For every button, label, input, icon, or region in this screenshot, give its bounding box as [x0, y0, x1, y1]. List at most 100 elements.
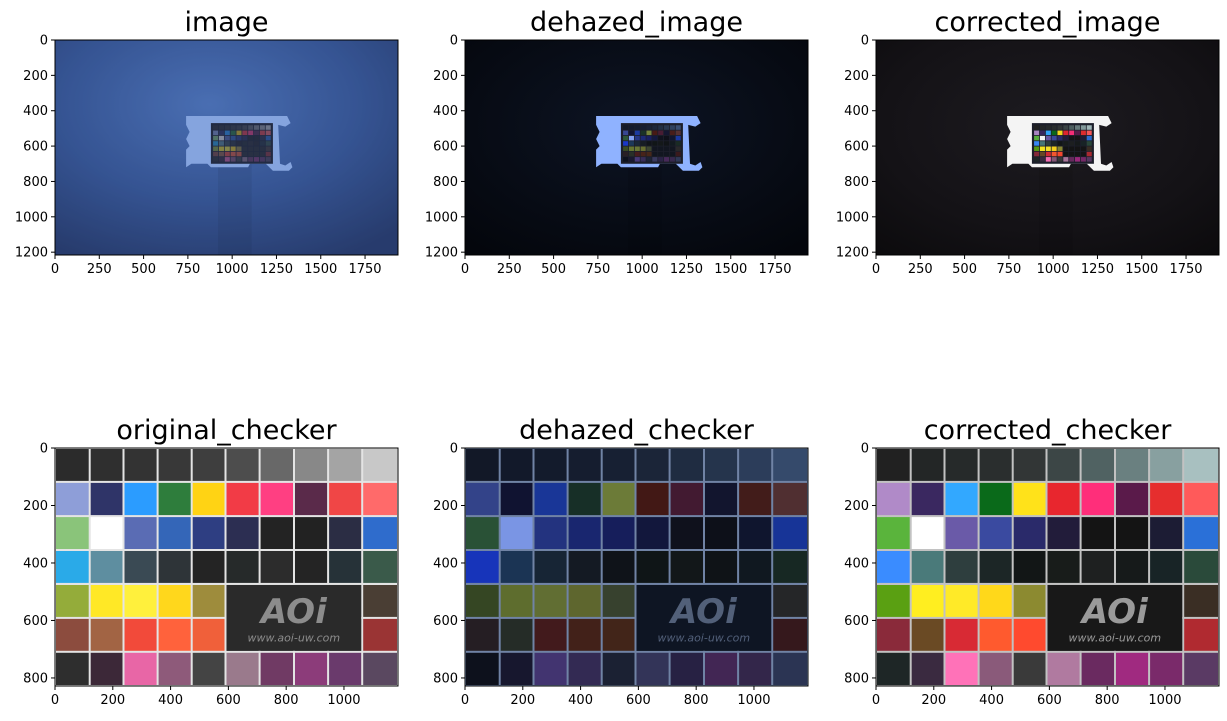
thumbnail-patch [1080, 141, 1086, 146]
checker-patch [1116, 482, 1149, 516]
checker-patch [670, 482, 703, 516]
checker-patch [90, 449, 123, 481]
thumbnail-patch [242, 125, 248, 130]
checker-patch [124, 652, 157, 685]
thumbnail-patch [1086, 135, 1092, 141]
thumbnail-patch [213, 146, 219, 151]
thumbnail-patch [640, 157, 646, 162]
checker-patch [979, 585, 1012, 617]
checker-patch [773, 517, 807, 549]
checker-patch [773, 551, 807, 583]
checker-patch [670, 551, 703, 583]
thumbnail-patch [652, 157, 658, 162]
checker-patch [739, 517, 772, 549]
checker-patch [500, 652, 533, 685]
logo-url: www.aoi-uw.com [1069, 632, 1162, 645]
thumbnail-patch [1045, 130, 1051, 136]
checker-patch [260, 482, 293, 516]
panel-title: image [184, 7, 268, 38]
checker-patch [466, 449, 499, 481]
thumbnail-patch [623, 151, 629, 157]
checker-patch [602, 482, 635, 516]
checker-patch [466, 517, 499, 549]
thumbnail-patch [669, 141, 675, 146]
thumbnail-patch [675, 157, 681, 162]
x-tick-label: 600 [216, 693, 241, 708]
thumbnail-patch [640, 146, 646, 151]
thumbnail-patch [1039, 135, 1045, 141]
checker-patch [1081, 449, 1114, 481]
checker-patch [602, 618, 635, 651]
thumbnail-patch [265, 141, 271, 146]
checker-patch [56, 652, 89, 685]
checker-patch [500, 585, 533, 617]
checker-patch [363, 551, 397, 583]
checker-patch [1047, 652, 1080, 685]
checker-patch [1184, 449, 1218, 481]
checker-patch [568, 585, 601, 617]
checker-patch [911, 482, 944, 516]
checker-patch [1184, 482, 1218, 516]
panel-title: corrected_image [935, 7, 1161, 38]
x-tick-label: 200 [921, 693, 946, 708]
checker-patch [1184, 517, 1218, 549]
checker-patch [705, 517, 738, 549]
thumbnail-patch [1057, 135, 1063, 141]
x-tick-label: 0 [461, 693, 469, 708]
y-tick-label: 400 [844, 104, 869, 119]
checker-patch [739, 449, 772, 481]
checker-patch [500, 551, 533, 583]
logo-mark: AOi [258, 592, 328, 632]
checker-patch [979, 482, 1012, 516]
thumbnail-patch [669, 125, 675, 130]
thumbnail-patch [1069, 151, 1075, 157]
checker-patch [534, 551, 567, 583]
checker-patch [226, 517, 259, 549]
panel-title: dehazed_image [530, 7, 743, 38]
thumbnail-patch [218, 135, 224, 141]
thumbnail-patch [1057, 130, 1063, 136]
thumbnail-patch [634, 151, 640, 157]
checker-patch [329, 482, 362, 516]
y-tick-label: 800 [844, 671, 869, 686]
x-tick-label: 400 [568, 693, 593, 708]
logo-mark: AOi [1079, 592, 1149, 632]
thumbnail-patch [1045, 135, 1051, 141]
checker-patch [466, 482, 499, 516]
y-tick-label: 1000 [15, 210, 48, 225]
checker-patch [1047, 551, 1080, 583]
checker-patch [1081, 551, 1114, 583]
checker-patch [329, 652, 362, 685]
checker-patch [56, 551, 89, 583]
y-tick-label: 0 [40, 34, 48, 49]
thumbnail-patch [213, 135, 219, 141]
x-tick-label: 1500 [304, 262, 337, 277]
thumbnail-patch [236, 157, 242, 162]
thumbnail-patch [640, 141, 646, 146]
checker-patch [500, 618, 533, 651]
thumbnail-patch [675, 135, 681, 141]
checker-patch [534, 585, 567, 617]
thumbnail-patch [1086, 130, 1092, 136]
checker-patch [945, 585, 978, 617]
checker-patch [124, 482, 157, 516]
thumbnail-patch [265, 151, 271, 157]
thumbnail-patch [646, 151, 652, 157]
y-tick-label: 200 [23, 499, 48, 514]
axes-frame [464, 447, 809, 687]
x-tick-label: 750 [585, 262, 610, 277]
thumbnail-patch [259, 130, 265, 136]
checker-patch [773, 449, 807, 481]
x-tick-label: 500 [131, 262, 156, 277]
thumbnail-patch [1063, 135, 1069, 141]
y-tick-label: 1200 [425, 246, 458, 261]
thumbnail-patch [1080, 130, 1086, 136]
panel-dehazed-image: dehazed_image 0 250 500 750 1000 1250 1500 1750 0… [425, 7, 809, 277]
checker-patch [1013, 517, 1046, 549]
checker-patch [363, 449, 397, 481]
checker-patch [158, 517, 191, 549]
x-tick-label: 200 [510, 693, 535, 708]
thumbnail-patch [248, 135, 254, 141]
thumbnail-patch [224, 157, 230, 162]
